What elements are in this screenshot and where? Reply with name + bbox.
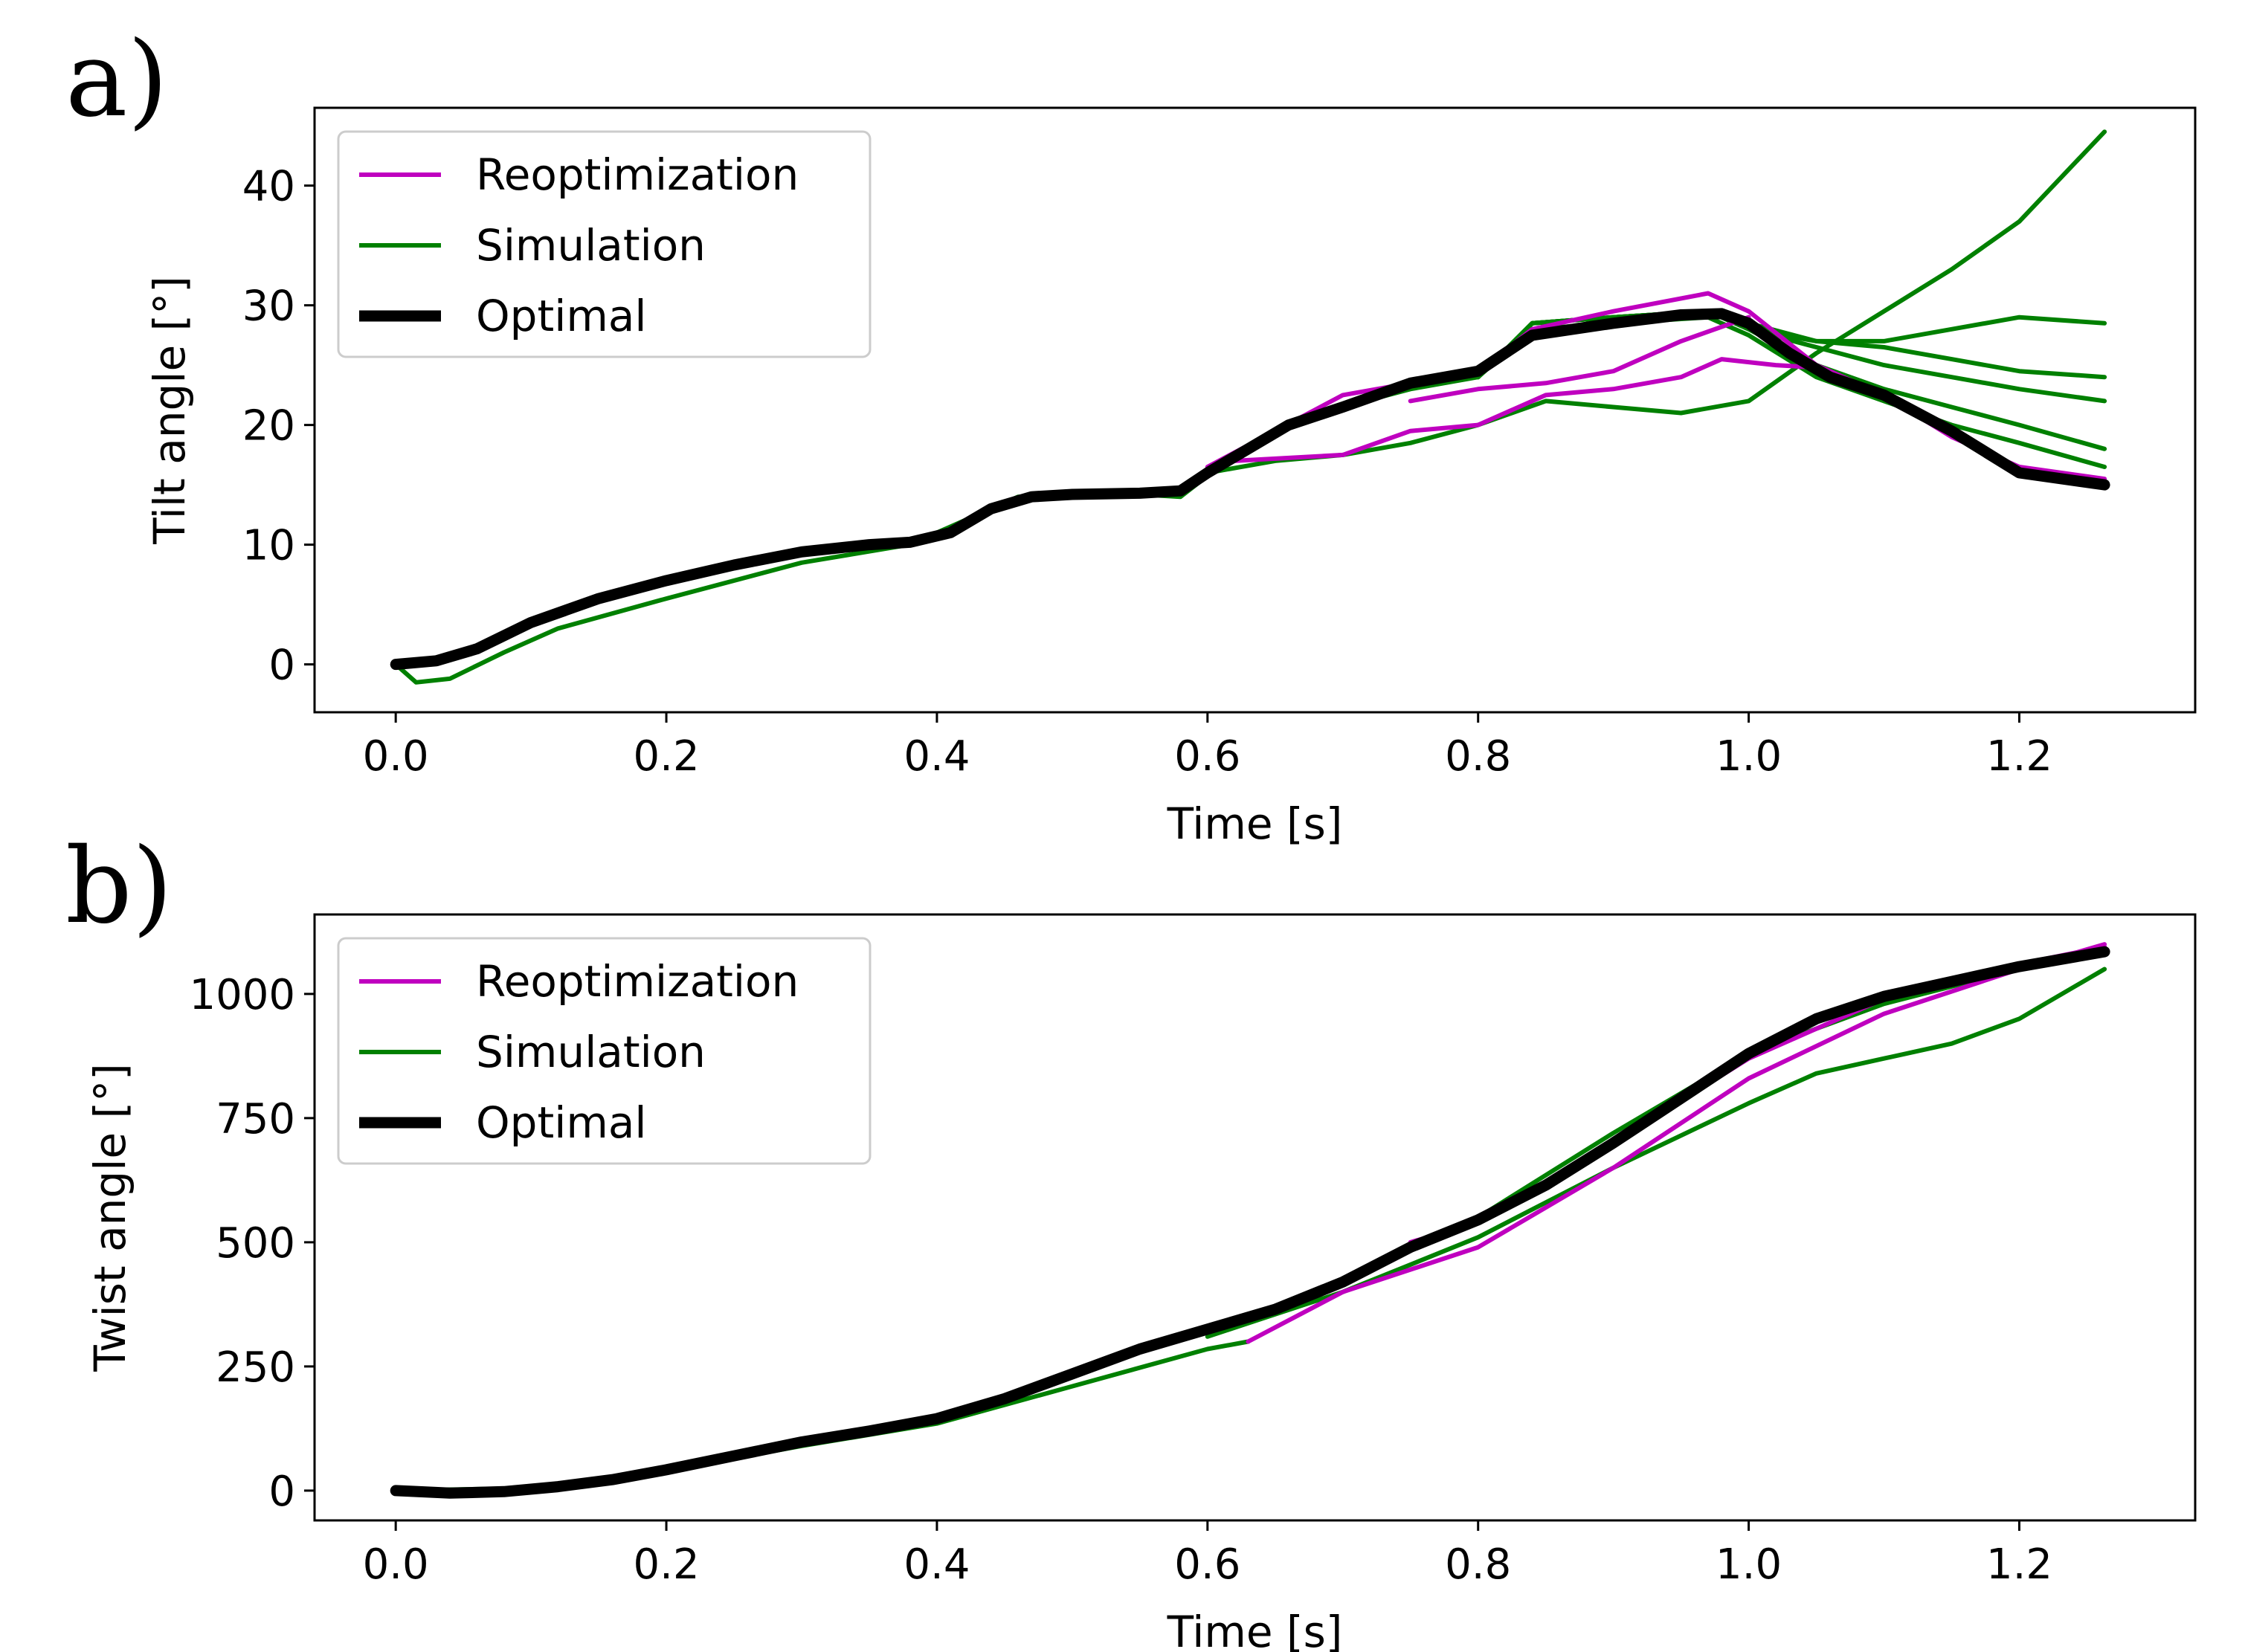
legend-label-optimal: Optimal: [476, 1097, 646, 1148]
x-tick-label: 0.0: [363, 732, 429, 781]
panel-a-axes-frame: [313, 106, 2197, 714]
y-tick-label: 250: [216, 1343, 295, 1392]
x-tick-label: 0.4: [904, 1540, 970, 1589]
legend-box: [337, 130, 872, 358]
y-tick-label: 1000: [189, 971, 295, 1019]
panel-b-x-ticks: 0.0 0.2 0.4 0.6 0.8 1.0 1.2: [363, 1520, 2052, 1589]
legend-label-simulation: Simulation: [476, 220, 706, 271]
y-tick-label: 20: [242, 402, 295, 451]
panel-a-x-axis-label: Time [s]: [1167, 798, 1343, 849]
x-tick-label: 0.2: [634, 1540, 700, 1589]
x-tick-label: 0.8: [1445, 1540, 1511, 1589]
y-tick-label: 0: [268, 1468, 295, 1516]
panel-a-y-ticks: 0 10 20 30 40: [242, 163, 315, 690]
panel-b-legend: Reoptimization Simulation Optimal: [337, 937, 872, 1165]
y-tick-label: 30: [242, 283, 295, 331]
y-tick-label: 10: [242, 522, 295, 570]
x-tick-label: 1.2: [1986, 732, 2052, 781]
series-line-simulation-0: [1205, 967, 2107, 1339]
panel-a-label: a): [65, 19, 168, 141]
panel-b-label: b): [65, 826, 173, 947]
legend-box: [337, 937, 872, 1165]
legend-label-optimal: Optimal: [476, 291, 646, 341]
x-tick-label: 1.2: [1986, 1540, 2052, 1589]
panel-b-y-ticks: 0 250 500 750 1000: [189, 971, 315, 1516]
panel-b-axes-frame: [313, 913, 2197, 1522]
series-line-optimal-9: [390, 308, 2110, 671]
y-tick-label: 0: [268, 642, 295, 690]
panel-b-y-axis-label: Twist angle [°]: [85, 1063, 135, 1372]
legend-label-simulation: Simulation: [476, 1027, 706, 1077]
x-tick-label: 1.0: [1716, 732, 1782, 781]
x-tick-label: 0.0: [363, 1540, 429, 1589]
panel-b-data-lines: [390, 942, 2110, 1499]
panel-a-y-axis-label: Tilt angle [°]: [144, 276, 195, 545]
series-line-reoptimization-8: [1408, 314, 1751, 404]
series-line-optimal-5: [390, 946, 2110, 1499]
y-tick-label: 750: [216, 1095, 295, 1143]
y-tick-label: 40: [242, 163, 295, 211]
x-tick-label: 0.6: [1174, 1540, 1240, 1589]
series-line-reoptimization-7: [1232, 357, 1819, 463]
x-tick-label: 0.2: [634, 732, 700, 781]
panel-a-x-ticks: 0.0 0.2 0.4 0.6 0.8 1.0 1.2: [363, 712, 2052, 781]
x-tick-label: 1.0: [1716, 1540, 1782, 1589]
panel-b-x-axis-label: Time [s]: [1167, 1607, 1343, 1652]
x-tick-label: 0.8: [1445, 732, 1511, 781]
y-tick-label: 500: [216, 1219, 295, 1268]
x-tick-label: 0.6: [1174, 732, 1240, 781]
x-tick-label: 0.4: [904, 732, 970, 781]
legend-label-reoptimization: Reoptimization: [476, 956, 799, 1007]
panel-a-legend: Reoptimization Simulation Optimal: [337, 130, 872, 358]
panel-b: b) 0.0 0.2 0.4 0.6 0.8 1.0 1.2 02505007501000 …: [65, 826, 2197, 1652]
panel-a-data-lines: [390, 129, 2110, 685]
panel-a: a) 0.0 0.2 0.4 0.6 0.8 1.0 1.2 0 10 20 30 40 Time …: [65, 19, 2197, 849]
legend-label-reoptimization: Reoptimization: [476, 149, 799, 200]
